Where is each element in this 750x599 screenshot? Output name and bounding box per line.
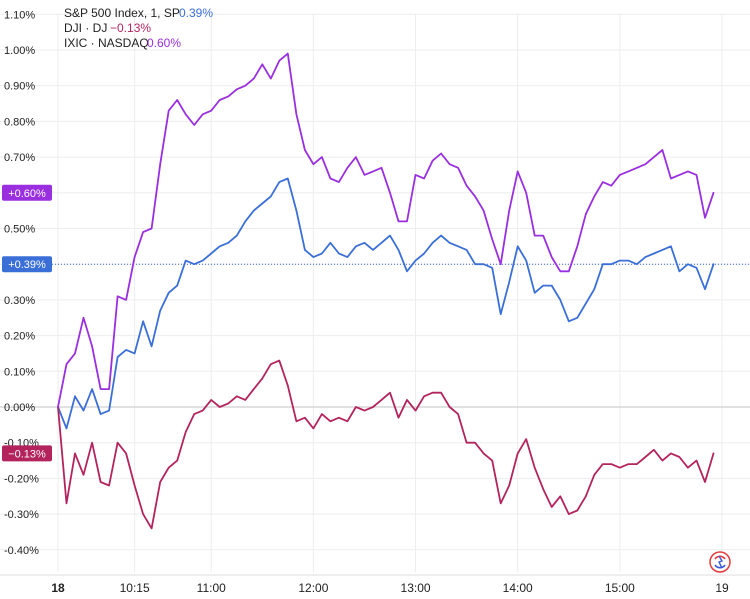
x-tick-label: 18: [51, 581, 65, 595]
last-value-badge: [2, 184, 52, 201]
legend-series-value: 0.39%: [179, 6, 213, 20]
y-tick-label: -0.40%: [4, 545, 39, 557]
x-tick-label: 12:00: [298, 581, 328, 595]
legend-entry[interactable]: IXIC · NASDAQ 0.60%: [64, 36, 181, 50]
legend-series-name: IXIC · NASDAQ: [64, 36, 149, 50]
y-tick-label: 0.20%: [4, 331, 35, 343]
x-tick-label: 10:15: [120, 581, 150, 595]
legend-series-value: 0.60%: [147, 36, 181, 50]
y-tick-label: 0.30%: [4, 295, 35, 307]
legend-series-name: DJI · DJ: [64, 21, 107, 35]
y-tick-label: -0.20%: [4, 473, 39, 485]
y-tick-label: 0.10%: [4, 366, 35, 378]
last-value-badge-label: −0.13%: [8, 448, 46, 460]
y-tick-label: 1.10%: [4, 9, 35, 21]
last-value-badge: [2, 445, 52, 462]
series-lines: [52, 52, 750, 530]
last-value-badges: +0.39% −0.13% +0.60%: [2, 184, 52, 462]
last-value-badge: [2, 256, 52, 273]
x-tick-label: 13:00: [401, 581, 431, 595]
y-tick-label: 0.50%: [4, 224, 35, 236]
series-line: [57, 359, 715, 530]
last-value-badge-label: +0.39%: [8, 259, 46, 271]
y-tick-label: -0.30%: [4, 509, 39, 521]
grid: [0, 13, 750, 576]
x-axis-ticks: 18 10:15 11:00 12:00 13:00 14:00 15:00 19: [51, 581, 729, 595]
series-line: [57, 52, 715, 408]
legend: S&P 500 Index, 1, SP 0.39% DJI · DJ −0.1…: [64, 6, 213, 50]
broker-logo-icon[interactable]: [709, 551, 731, 573]
y-tick-label: 0.70%: [4, 152, 35, 164]
x-tick-label: 11:00: [197, 581, 226, 595]
series-line: [57, 177, 715, 430]
x-tick-label: 14:00: [503, 581, 533, 595]
y-tick-label: 0.90%: [4, 81, 35, 93]
legend-series-value: −0.13%: [110, 21, 151, 35]
y-tick-label: 0.80%: [4, 116, 35, 128]
legend-entry[interactable]: S&P 500 Index, 1, SP 0.39%: [64, 6, 213, 20]
y-tick-label: 0.00%: [4, 402, 35, 414]
x-tick-label: 19: [715, 581, 729, 595]
last-value-badge-label: +0.60%: [8, 188, 46, 200]
legend-entry[interactable]: DJI · DJ −0.13%: [64, 21, 151, 35]
x-tick-label: 15:00: [605, 581, 635, 595]
y-axis-ticks: -0.40%-0.30%-0.20%-0.10%0.00%0.10%0.20%0…: [4, 9, 39, 557]
y-tick-label: 1.00%: [4, 45, 35, 57]
legend-series-name: S&P 500 Index, 1, SP: [64, 6, 180, 20]
